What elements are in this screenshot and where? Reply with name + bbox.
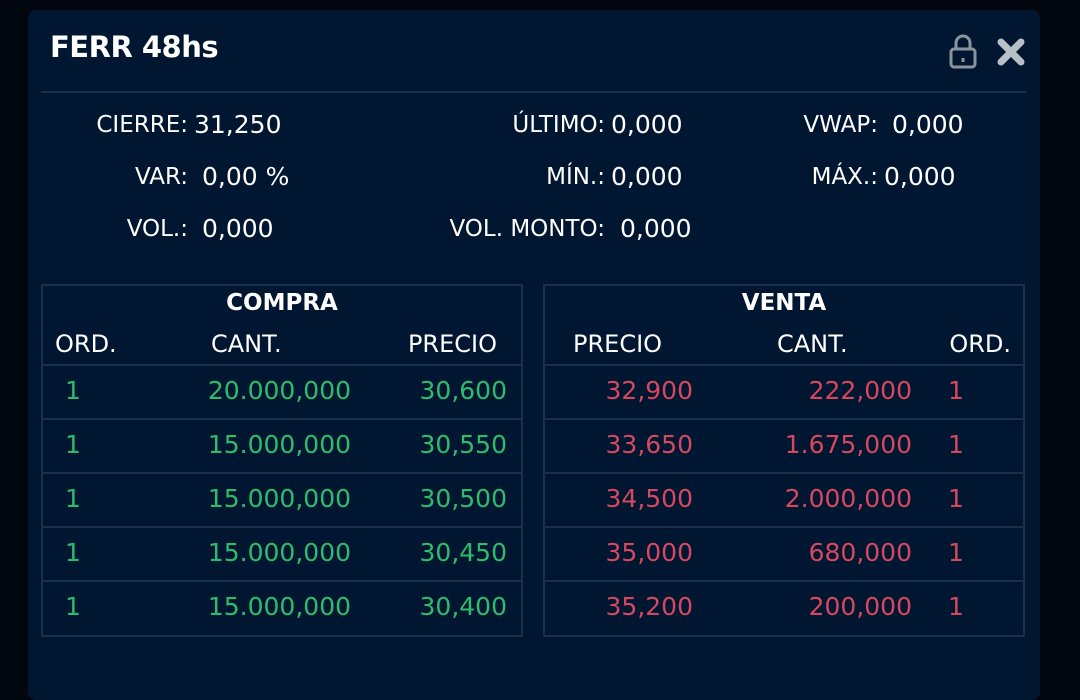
cell-precio: 35,200: [605, 592, 693, 621]
venta-row[interactable]: 32,900 222,000 1: [545, 364, 1023, 418]
cell-precio: 30,550: [419, 430, 507, 459]
cell-cant: 1.675,000: [784, 430, 912, 459]
venta-table: VENTA PRECIO CANT. ORD. 32,900 222,000 1 33…: [543, 284, 1025, 637]
cell-precio: 30,400: [419, 592, 507, 621]
compra-table: COMPRA ORD. CANT. PRECIO 1 20.000,000 30,6…: [41, 284, 523, 637]
var-label: VAR:: [134, 164, 188, 190]
cell-cant: 15.000,000: [207, 430, 351, 459]
header-divider: [41, 91, 1026, 93]
cell-ord: 1: [948, 376, 964, 405]
vol-value: 0,000: [202, 214, 274, 243]
cell-precio: 30,450: [419, 538, 507, 567]
var-value: 0,00 %: [202, 162, 290, 191]
cell-cant: 15.000,000: [207, 592, 351, 621]
cell-precio: 32,900: [605, 376, 693, 405]
vol-label: VOL.:: [126, 216, 188, 242]
venta-row[interactable]: 35,000 680,000 1: [545, 526, 1023, 580]
cell-precio: 34,500: [605, 484, 693, 513]
col-precio: PRECIO: [407, 330, 497, 358]
col-ord: ORD.: [55, 330, 117, 358]
venta-row[interactable]: 35,200 200,000 1: [545, 580, 1023, 634]
ultimo-value: 0,000: [611, 110, 683, 139]
cell-ord: 1: [948, 592, 964, 621]
cell-cant: 222,000: [808, 376, 912, 405]
cell-ord: 1: [948, 430, 964, 459]
cell-cant: 680,000: [808, 538, 912, 567]
cell-precio: 33,650: [605, 430, 693, 459]
close-icon[interactable]: [994, 34, 1028, 70]
cell-ord: 1: [65, 484, 81, 513]
cell-ord: 1: [948, 538, 964, 567]
panel-title: FERR 48hs: [50, 30, 219, 64]
vwap-label: VWAP:: [803, 112, 878, 138]
vol-monto-value: 0,000: [620, 214, 692, 243]
cell-ord: 1: [65, 538, 81, 567]
cell-ord: 1: [65, 430, 81, 459]
compra-row[interactable]: 1 20.000,000 30,600: [43, 364, 521, 418]
col-ord: ORD.: [949, 330, 1011, 358]
cell-precio: 30,500: [419, 484, 507, 513]
cell-precio: 30,600: [419, 376, 507, 405]
min-value: 0,000: [611, 162, 683, 191]
max-label: MÁX.:: [811, 164, 878, 190]
cell-cant: 2.000,000: [784, 484, 912, 513]
cell-ord: 1: [948, 484, 964, 513]
ultimo-label: ÚLTIMO:: [512, 112, 605, 138]
cell-cant: 15.000,000: [207, 484, 351, 513]
cell-cant: 15.000,000: [207, 538, 351, 567]
vol-monto-label: VOL. MONTO:: [449, 216, 605, 242]
cell-ord: 1: [65, 376, 81, 405]
venta-row[interactable]: 33,650 1.675,000 1: [545, 418, 1023, 472]
compra-row[interactable]: 1 15.000,000 30,550: [43, 418, 521, 472]
col-cant: CANT.: [211, 330, 282, 358]
lock-icon[interactable]: [946, 34, 980, 70]
venta-row[interactable]: 34,500 2.000,000 1: [545, 472, 1023, 526]
market-depth-panel: FERR 48hs CIERRE: 31,250 ÚLTIMO: 0,000 V…: [28, 10, 1040, 700]
col-precio: PRECIO: [573, 330, 663, 358]
compra-title: COMPRA: [226, 290, 338, 316]
cell-precio: 35,000: [605, 538, 693, 567]
compra-row[interactable]: 1 15.000,000 30,450: [43, 526, 521, 580]
cierre-value: 31,250: [194, 110, 282, 139]
cell-cant: 200,000: [808, 592, 912, 621]
compra-row[interactable]: 1 15.000,000 30,500: [43, 472, 521, 526]
cell-cant: 20.000,000: [207, 376, 351, 405]
col-cant: CANT.: [777, 330, 848, 358]
max-value: 0,000: [884, 162, 956, 191]
min-label: MÍN.:: [546, 164, 605, 190]
vwap-value: 0,000: [892, 110, 964, 139]
compra-row[interactable]: 1 15.000,000 30,400: [43, 580, 521, 634]
venta-title: VENTA: [741, 290, 827, 316]
cierre-label: CIERRE:: [96, 112, 188, 138]
cell-ord: 1: [65, 592, 81, 621]
